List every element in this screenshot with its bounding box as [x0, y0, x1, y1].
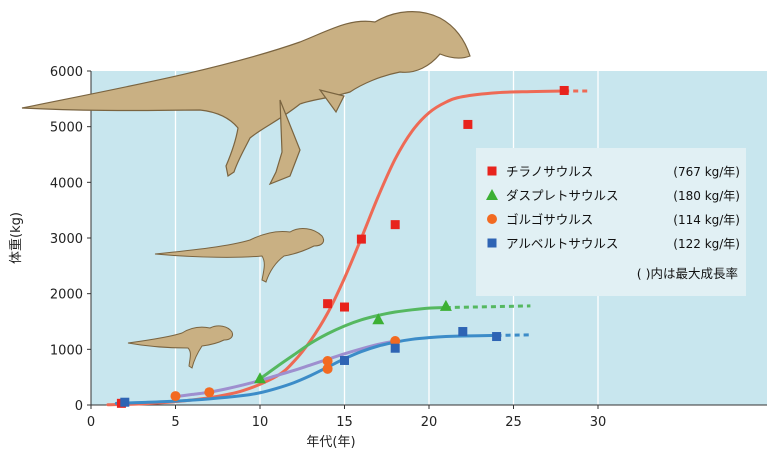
y-tick-label: 2000	[50, 288, 83, 303]
y-axis-title: 体重(kg)	[8, 212, 24, 264]
albertosaurus-legend-marker	[487, 238, 497, 248]
y-tick-label: 4000	[50, 176, 83, 191]
tyrannosaurus-point	[559, 85, 569, 95]
gorgosaurus-legend-rate: (114 kg/年)	[673, 213, 740, 227]
daspletosaurus-curve	[258, 306, 448, 381]
albertosaurus-point	[120, 397, 130, 407]
x-tick-label: 0	[87, 415, 95, 430]
medium-skeleton-illustration	[154, 228, 325, 283]
x-tick-label: 10	[252, 415, 269, 430]
albertosaurus-legend-rate: (122 kg/年)	[673, 237, 740, 251]
daspletosaurus-point	[439, 299, 452, 311]
legend-note: ( )内は最大成長率	[637, 266, 738, 281]
tyrannosaurus-legend-marker	[487, 166, 497, 176]
x-tick-label: 25	[505, 415, 522, 430]
small-skeleton-illustration	[127, 325, 233, 369]
gorgosaurus-point	[322, 356, 333, 367]
albertosaurus-point	[492, 332, 502, 342]
y-tick-label: 5000	[50, 121, 83, 136]
x-axis: 0 5 10 15 20 25 30	[87, 404, 767, 430]
x-tick-label: 15	[336, 415, 353, 430]
x-axis-title: 年代(年)	[306, 435, 355, 450]
tyrannosaurus-point	[323, 299, 333, 309]
gorgosaurus-point	[170, 391, 181, 402]
albertosaurus-legend-label: アルベルトサウルス	[506, 236, 618, 251]
albertosaurus-point	[340, 355, 349, 365]
daspletosaurus-legend-marker	[486, 189, 498, 200]
gorgosaurus-point	[390, 335, 401, 346]
x-tick-label: 5	[171, 415, 179, 430]
albertosaurus-point	[390, 343, 400, 353]
data-points	[116, 85, 569, 408]
legend: チラノサウルス (767 kg/年) ダスプレトサウルス (180 kg/年) ゴルゴサ…	[476, 148, 746, 296]
tyrannosaurus-point	[463, 119, 473, 129]
y-tick-label: 1000	[50, 343, 83, 358]
gorgosaurus-legend-label: ゴルゴサウルス	[506, 212, 593, 227]
daspletosaurus-legend-label: ダスプレトサウルス	[506, 188, 619, 203]
tyrannosaurus-point	[390, 220, 400, 230]
dinosaur-illustrations	[21, 11, 471, 369]
x-tick-label: 30	[590, 415, 607, 430]
tyrannosaurus-point	[356, 234, 366, 244]
daspletosaurus-legend-rate: (180 kg/年)	[673, 189, 740, 203]
y-tick-label: 3000	[50, 232, 83, 247]
daspletosaurus-point	[254, 372, 266, 384]
gorgosaurus-point	[322, 363, 333, 374]
tyrannosaurus-point	[340, 302, 349, 312]
legend-background	[476, 148, 746, 296]
large-skeleton-illustration	[21, 11, 471, 186]
daspletosaurus-point	[372, 313, 385, 325]
gorgosaurus-legend-marker	[487, 214, 497, 224]
tyrannosaurus-legend-label: チラノサウルス	[506, 164, 593, 179]
y-tick-label: 0	[75, 399, 83, 414]
gorgosaurus-point	[204, 387, 215, 398]
y-axis: 0 1000 2000 3000 4000 5000 6000	[50, 65, 92, 414]
albertosaurus-point	[458, 327, 468, 337]
tyrannosaurus-legend-rate: (767 kg/年)	[673, 165, 740, 179]
y-tick-label: 6000	[50, 65, 83, 80]
x-tick-label: 20	[421, 415, 438, 430]
